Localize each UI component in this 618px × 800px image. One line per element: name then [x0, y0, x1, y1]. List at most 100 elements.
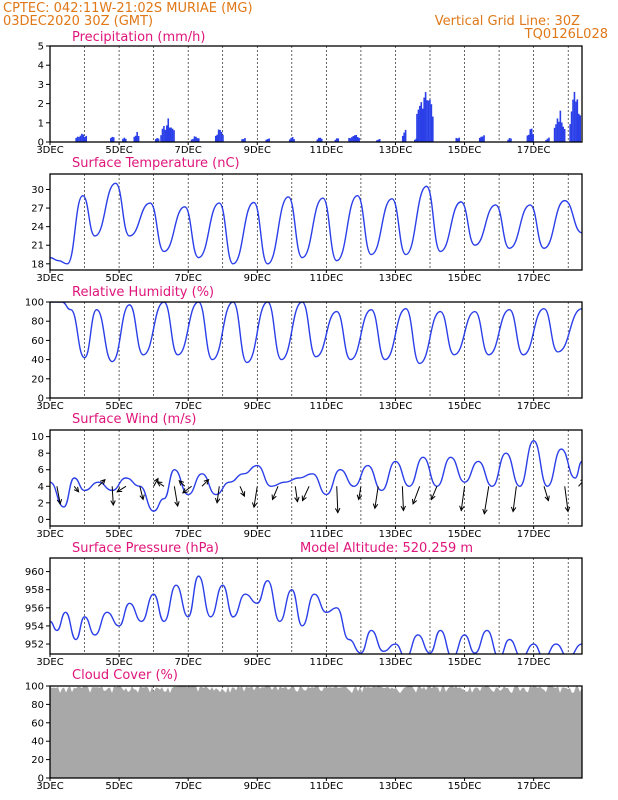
precip-bar [288, 139, 291, 142]
precip-bar [197, 138, 200, 142]
pressure-title: Surface Pressure (hPa) [72, 541, 219, 556]
precip-bar [136, 131, 138, 142]
wind-arrow [512, 486, 517, 512]
wind-arrow [139, 486, 144, 500]
panel-content [50, 182, 582, 265]
precip-bar [348, 137, 350, 142]
precip-bar [526, 135, 529, 142]
x-tick-label: 3DEC [36, 529, 63, 540]
precip-bar [508, 138, 511, 142]
y-tick-label: 960 [25, 567, 44, 578]
wind-arrow-head [116, 487, 123, 493]
x-tick-label: 9DEC [244, 781, 271, 792]
precip-bar [478, 137, 481, 142]
wind-arrow-head [271, 494, 277, 501]
precip-bar [419, 105, 421, 142]
precip-bar [458, 137, 460, 142]
wind-arrow-head [178, 479, 185, 486]
precip-bar [481, 136, 484, 142]
x-tick-label: 9DEC [244, 145, 271, 156]
wind-arrow-head [482, 508, 488, 515]
precip-bar [190, 139, 193, 142]
wind-arrow [336, 486, 339, 513]
panel-content [50, 686, 582, 778]
x-tick-label: 5DEC [105, 145, 132, 156]
y-tick-label: 0 [38, 138, 44, 149]
precip-bar [291, 137, 294, 142]
wind-arrow-head [459, 505, 465, 512]
wind-arrow-head [56, 498, 63, 505]
precip-bar [427, 100, 430, 142]
precip-bar [319, 137, 322, 142]
precip-bar [432, 116, 434, 142]
x-tick-label: 11DEC [309, 657, 343, 668]
x-tick-label: 5DEC [105, 401, 132, 412]
precip-bar [293, 139, 295, 142]
precip-bar [579, 115, 582, 142]
series-line [50, 575, 582, 654]
panel-frame [49, 557, 583, 655]
precip-bar [134, 135, 137, 142]
x-tick-label: 17DEC [517, 401, 551, 412]
y-tick-label: 5 [38, 42, 44, 53]
x-tick-label: 7DEC [174, 657, 201, 668]
y-tick-label: 0 [38, 515, 44, 526]
humidity-title: Relative Humidity (%) [72, 285, 214, 300]
x-tick-label: 13DEC [379, 529, 413, 540]
x-tick-label: 9DEC [244, 273, 271, 284]
wind-arrow [483, 486, 490, 514]
precip-bar [173, 130, 175, 142]
wind-arrow [178, 480, 186, 487]
precip-bar [532, 134, 534, 142]
precip-bar [164, 129, 167, 142]
wind-arrow [460, 486, 466, 511]
precip-bar [81, 133, 83, 142]
precip-bar [83, 137, 86, 142]
panel-1: 18 21 24 27 30 3DEC 5DEC 7DEC 9DEC 11DEC 13DEC 15DE… [31, 173, 583, 284]
panel-content [50, 440, 582, 515]
wind-arrow-head [510, 506, 517, 513]
precip-bar [349, 138, 352, 142]
wind-arrow-head [334, 507, 341, 514]
precip-bar [193, 136, 196, 142]
panel-frame [49, 173, 583, 271]
precip-bar [430, 104, 433, 142]
precip-bar [192, 138, 194, 142]
panel-frame [49, 301, 583, 399]
x-tick-label: 13DEC [379, 781, 413, 792]
precip-bar [219, 129, 221, 142]
precip-bar [290, 137, 292, 142]
x-tick-label: 9DEC [244, 401, 271, 412]
wind-arrow-head [372, 503, 379, 510]
y-tick-label: 0 [38, 774, 44, 785]
wind-arrow-head [301, 495, 307, 502]
panel-5: 0 20 40 60 80 100 3DEC 5DEC 7DEC 9DEC 11DEC 13DEC 15… [25, 682, 583, 792]
precip-bar [156, 138, 158, 142]
wind-arrow [111, 486, 114, 506]
precip-bar [401, 135, 404, 142]
precip-bar [426, 100, 428, 142]
y-tick-label: 2 [38, 99, 44, 110]
precip-bar [403, 132, 405, 142]
precip-bar [220, 131, 223, 142]
panel-frame [49, 45, 583, 143]
precip-bar [316, 139, 319, 142]
x-tick-label: 17DEC [517, 657, 551, 668]
x-tick-label: 13DEC [379, 145, 413, 156]
precip-bar [318, 137, 320, 142]
precip-bar [378, 139, 381, 142]
x-tick-label: 9DEC [244, 529, 271, 540]
precip-bar [111, 136, 114, 142]
precip-bar [216, 134, 218, 142]
precip-bar [334, 139, 337, 142]
wind-arrow [56, 486, 61, 504]
wind-arrow-head [251, 502, 258, 509]
x-tick-label: 5DEC [105, 529, 132, 540]
wind-arrow-head [110, 500, 116, 507]
precip-bar [337, 138, 340, 142]
x-tick-label: 7DEC [174, 781, 201, 792]
x-tick-label: 11DEC [309, 781, 343, 792]
wind-arrow-head [214, 497, 221, 504]
y-tick-label: 3 [38, 80, 44, 91]
wind-arrow [173, 486, 179, 507]
